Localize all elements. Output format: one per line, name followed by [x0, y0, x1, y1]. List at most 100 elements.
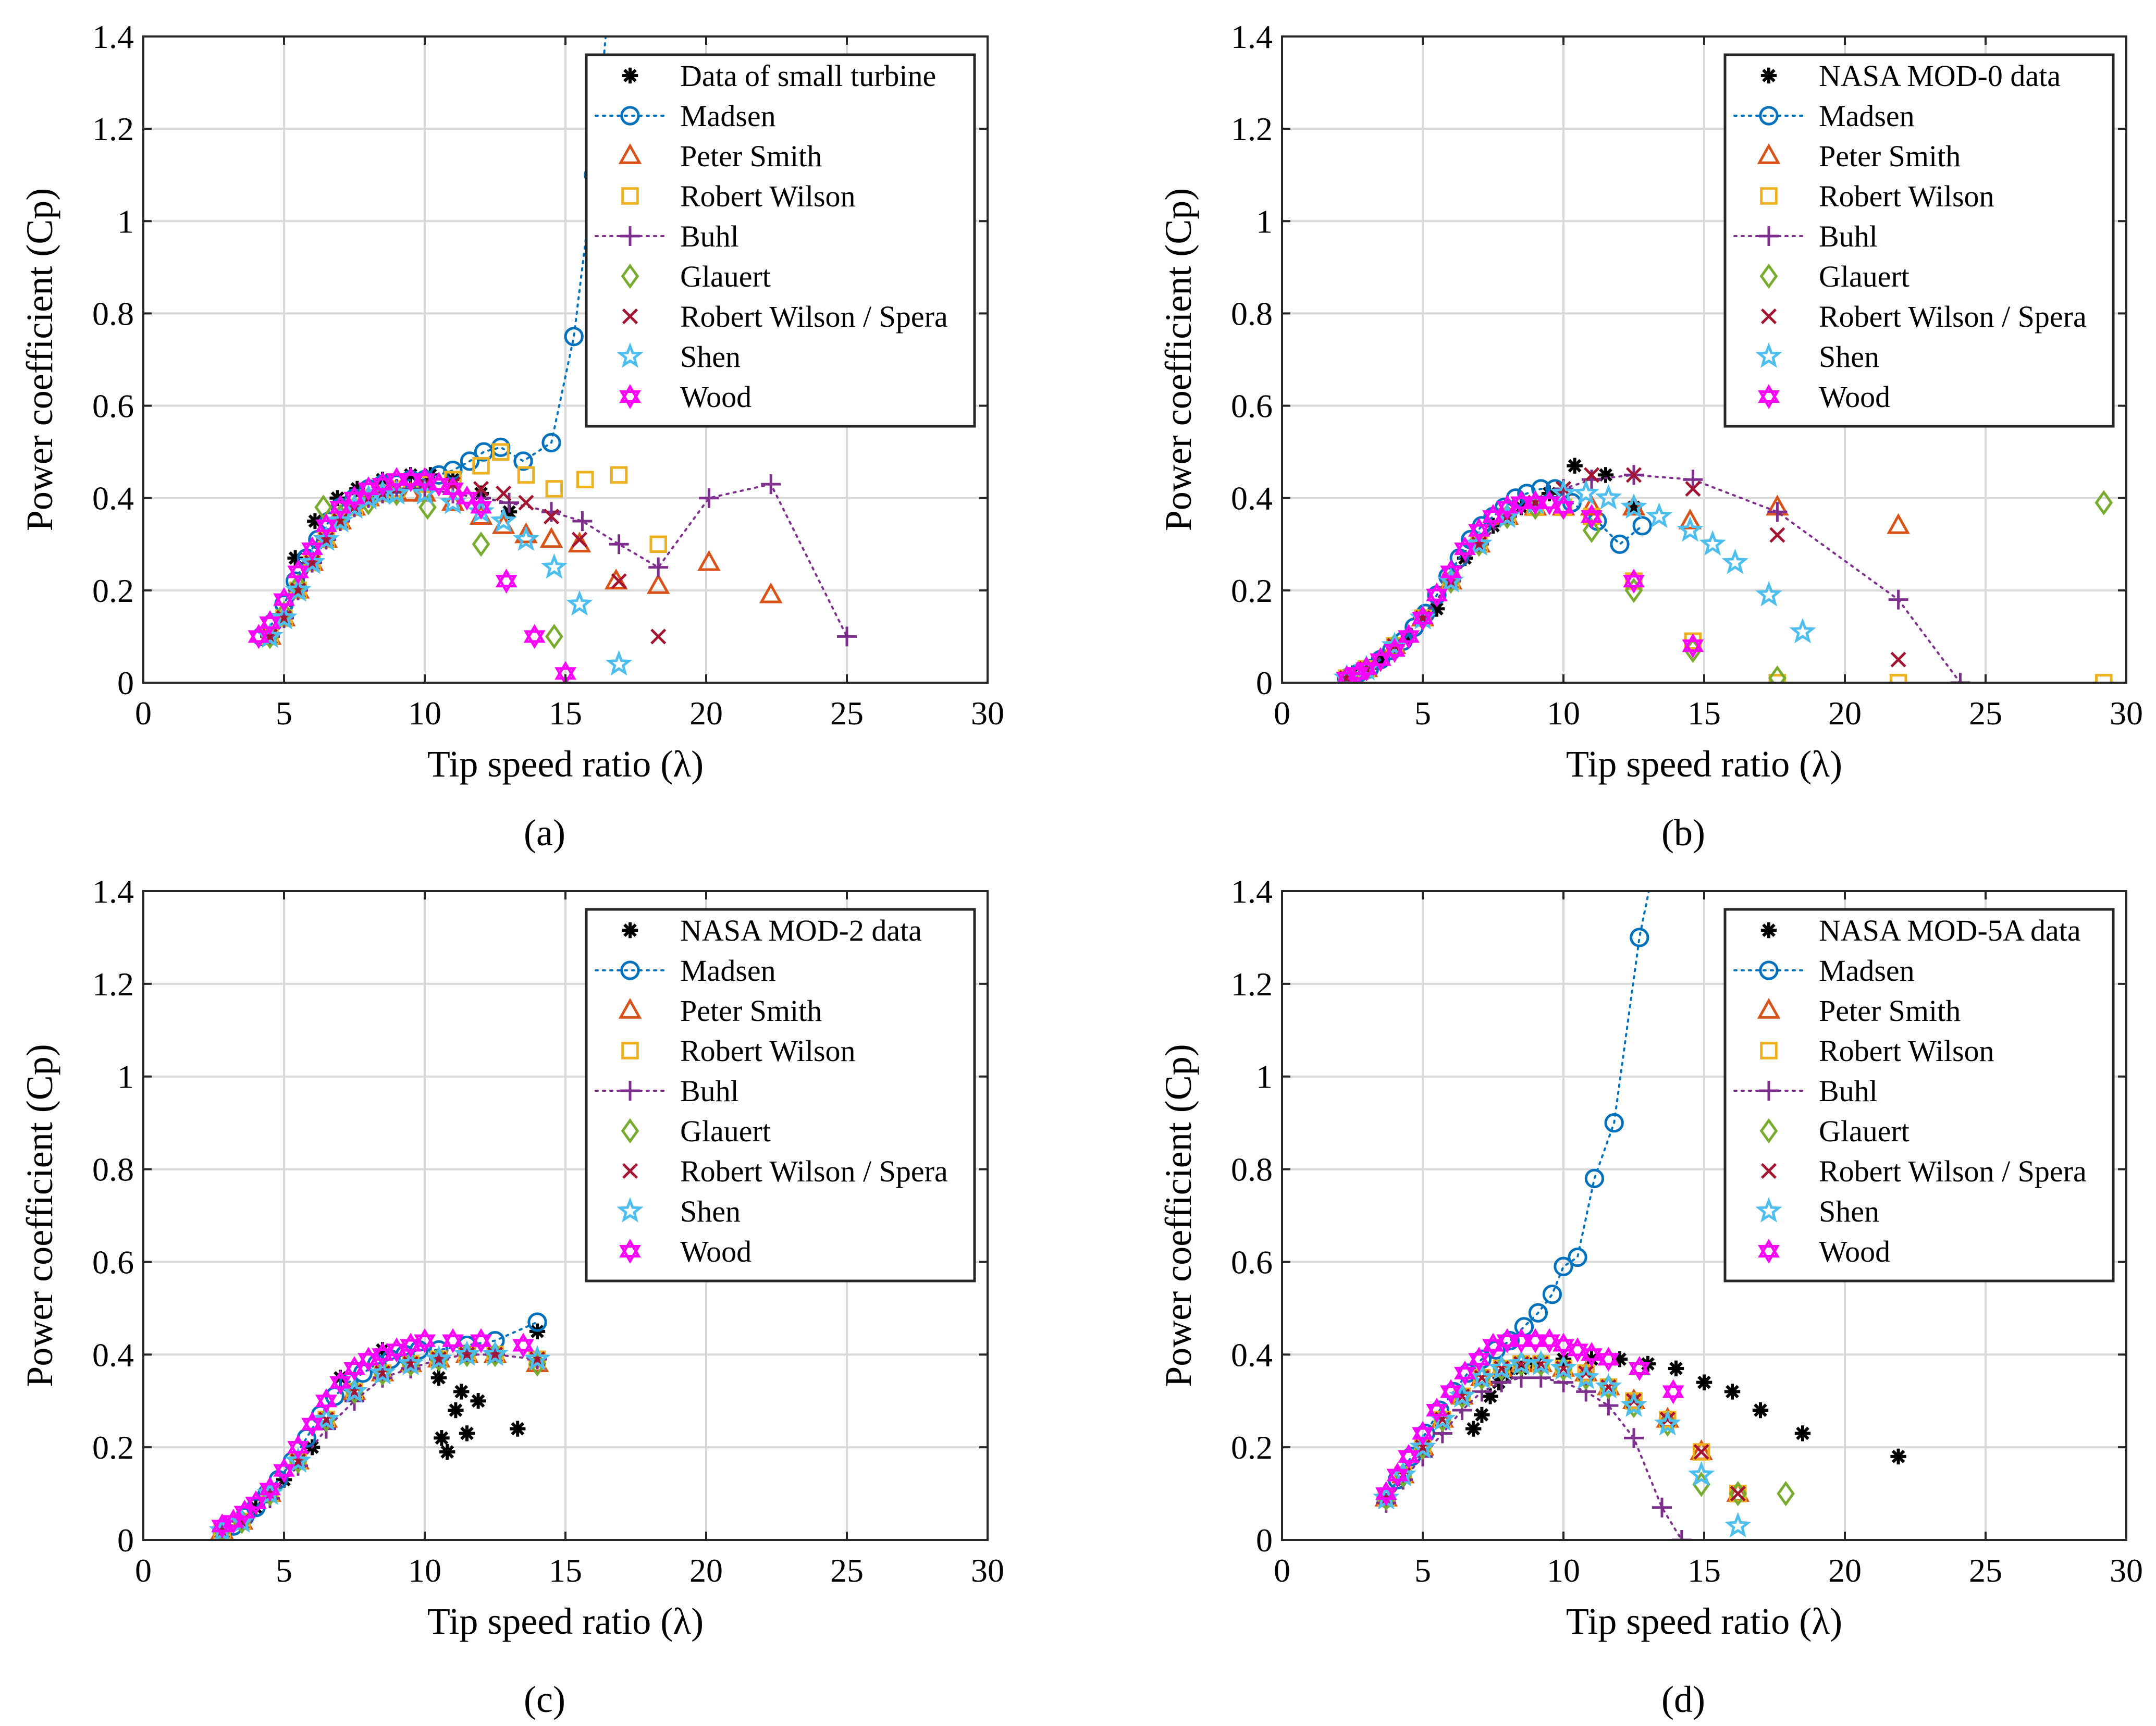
data-point — [545, 480, 563, 498]
x-tick-label: 20 — [1828, 695, 1862, 732]
legend-marker — [1760, 922, 1777, 939]
legend-item: Shen — [1755, 1194, 1879, 1228]
legend-label: Madsen — [680, 99, 776, 133]
data-point — [2095, 674, 2113, 683]
legend-item: Madsen — [1733, 954, 1915, 988]
data-point — [1524, 490, 1546, 515]
data-point — [1645, 502, 1673, 528]
data-point — [510, 1421, 526, 1437]
legend-marker — [1760, 67, 1777, 84]
data-point — [259, 610, 281, 635]
data-point — [523, 624, 546, 649]
legend-marker — [1758, 384, 1780, 409]
data-point — [245, 1490, 267, 1515]
legend-item: Robert Wilson — [1760, 1034, 1994, 1068]
y-tick-label: 0.8 — [1231, 295, 1273, 332]
y-tick-label: 1.2 — [92, 110, 134, 147]
data-point — [1412, 606, 1434, 631]
data-point — [1582, 470, 1601, 490]
data-point — [448, 1402, 464, 1419]
data-point — [1524, 1328, 1546, 1353]
legend-label: Glauert — [680, 260, 771, 293]
data-point — [313, 525, 340, 551]
data-point — [358, 1347, 379, 1372]
legend: NASA MOD-0 data Madsen Peter Smith Robert W… — [1723, 53, 2115, 428]
x-tick-label: 15 — [549, 695, 582, 732]
data-point — [1671, 1530, 1692, 1540]
data-point — [313, 1405, 340, 1431]
legend: NASA MOD-2 data Madsen Peter Smith Robert W… — [585, 908, 976, 1283]
legend-label: Robert Wilson — [680, 179, 856, 213]
legend-item: Buhl — [1733, 1074, 1878, 1108]
x-tick-label: 30 — [971, 1552, 1004, 1589]
panel-label: (a) — [524, 812, 565, 854]
y-tick-label: 1.4 — [1231, 873, 1273, 910]
data-point — [299, 548, 326, 574]
data-point — [1465, 1421, 1482, 1437]
data-point — [605, 650, 633, 676]
x-tick-label: 10 — [1547, 695, 1580, 732]
x-axis-label: Tip speed ratio (λ) — [1566, 1600, 1842, 1642]
data-point — [1580, 495, 1604, 516]
legend-box — [585, 53, 976, 428]
legend-marker — [1760, 1163, 1777, 1179]
x-tick-label: 5 — [1414, 1552, 1431, 1589]
data-point — [499, 492, 519, 513]
legend-marker — [1759, 960, 1779, 980]
data-point — [759, 582, 783, 603]
legend-marker — [1755, 342, 1782, 368]
data-point — [441, 490, 465, 511]
data-point — [1542, 1285, 1562, 1304]
legend-box — [1723, 908, 2115, 1283]
data-point — [646, 573, 670, 594]
data-point — [496, 485, 512, 501]
x-tick-label: 15 — [1687, 1552, 1721, 1589]
data-point — [1730, 1486, 1746, 1502]
legend-label: Wood — [680, 380, 751, 414]
panel-label: (d) — [1661, 1679, 1705, 1720]
data-point — [1398, 624, 1420, 649]
data-point — [400, 467, 422, 492]
data-point — [1890, 1448, 1906, 1465]
data-point — [248, 624, 270, 649]
legend-label: Robert Wilson / Spera — [1819, 1154, 2087, 1188]
data-point — [518, 495, 534, 511]
legend-item: Glauert — [621, 260, 771, 293]
legend-item: Robert Wilson / Spera — [622, 1154, 948, 1188]
x-tick-label: 20 — [1828, 1552, 1862, 1589]
y-tick-label: 0.4 — [1231, 480, 1273, 517]
legend-item: Glauert — [621, 1114, 771, 1148]
legend-item: Buhl — [1733, 219, 1878, 253]
legend-box — [1723, 53, 2115, 428]
legend-label: Peter Smith — [680, 994, 822, 1028]
data-point — [1468, 1363, 1496, 1389]
data-point — [425, 1345, 452, 1371]
data-point — [400, 1333, 422, 1358]
legend-label: Peter Smith — [1819, 994, 1961, 1028]
series-layer — [248, 36, 857, 683]
data-point — [1482, 504, 1504, 529]
data-point — [287, 550, 303, 566]
data-point — [610, 466, 628, 484]
series-line — [221, 1321, 538, 1532]
legend-label: Buhl — [1819, 219, 1878, 253]
legend-item: Shen — [617, 1194, 741, 1228]
data-point — [1412, 1421, 1434, 1446]
data-point — [369, 1359, 396, 1385]
data-point — [428, 472, 450, 497]
y-tick-label: 1.2 — [1231, 110, 1273, 147]
legend-marker — [617, 342, 644, 368]
legend-label: Robert Wilson / Spera — [680, 300, 948, 334]
data-point — [1597, 1347, 1620, 1372]
legend-item: Peter Smith — [1757, 139, 1961, 173]
data-point — [609, 534, 629, 554]
legend-item: Buhl — [595, 1074, 739, 1108]
legend-label: Madsen — [1819, 954, 1915, 988]
data-point — [285, 1447, 312, 1473]
series-layer — [208, 1312, 551, 1540]
x-tick-label: 25 — [830, 695, 864, 732]
data-point — [472, 532, 490, 557]
y-tick-label: 1.4 — [1231, 18, 1273, 55]
data-point — [541, 502, 561, 522]
